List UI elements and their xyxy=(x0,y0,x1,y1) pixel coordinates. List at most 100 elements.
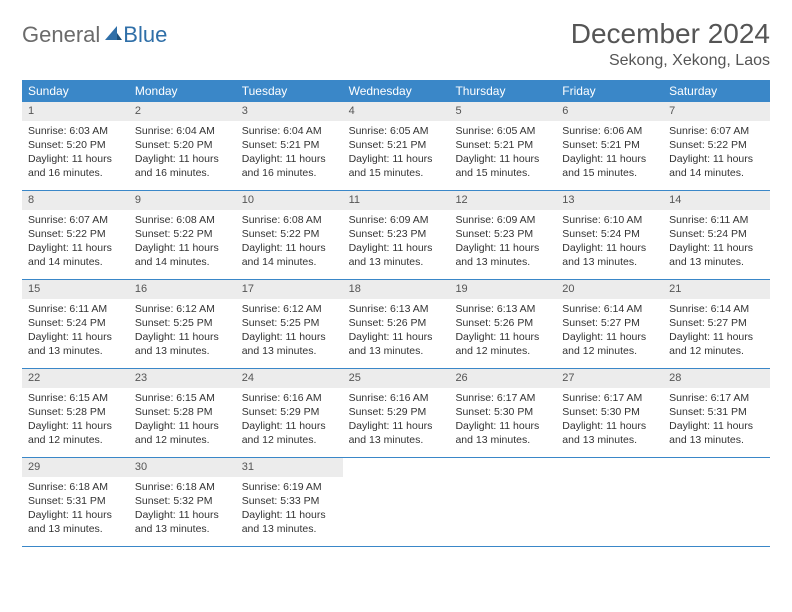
day-number: 14 xyxy=(663,191,770,210)
day-body: Sunrise: 6:16 AMSunset: 5:29 PMDaylight:… xyxy=(236,388,343,454)
day-body: Sunrise: 6:05 AMSunset: 5:21 PMDaylight:… xyxy=(449,121,556,187)
day-number: 25 xyxy=(343,369,450,388)
day-number: 10 xyxy=(236,191,343,210)
sunset-text: Sunset: 5:25 PM xyxy=(242,316,337,330)
daylight-text: Daylight: 11 hours and 12 minutes. xyxy=(28,419,123,447)
daylight-text: Daylight: 11 hours and 13 minutes. xyxy=(455,419,550,447)
day-body: Sunrise: 6:04 AMSunset: 5:21 PMDaylight:… xyxy=(236,121,343,187)
day-cell: 7Sunrise: 6:07 AMSunset: 5:22 PMDaylight… xyxy=(663,102,770,190)
sunrise-text: Sunrise: 6:17 AM xyxy=(669,391,764,405)
day-number: 27 xyxy=(556,369,663,388)
sunset-text: Sunset: 5:22 PM xyxy=(669,138,764,152)
day-cell xyxy=(449,458,556,546)
day-header-wed: Wednesday xyxy=(343,80,450,102)
sunset-text: Sunset: 5:33 PM xyxy=(242,494,337,508)
daylight-text: Daylight: 11 hours and 13 minutes. xyxy=(242,508,337,536)
day-cell: 20Sunrise: 6:14 AMSunset: 5:27 PMDayligh… xyxy=(556,280,663,368)
day-number: 7 xyxy=(663,102,770,121)
sunset-text: Sunset: 5:21 PM xyxy=(455,138,550,152)
day-cell: 26Sunrise: 6:17 AMSunset: 5:30 PMDayligh… xyxy=(449,369,556,457)
day-header-sun: Sunday xyxy=(22,80,129,102)
sunrise-text: Sunrise: 6:12 AM xyxy=(135,302,230,316)
day-number: 31 xyxy=(236,458,343,477)
daylight-text: Daylight: 11 hours and 14 minutes. xyxy=(135,241,230,269)
day-body: Sunrise: 6:09 AMSunset: 5:23 PMDaylight:… xyxy=(343,210,450,276)
sunset-text: Sunset: 5:28 PM xyxy=(135,405,230,419)
day-cell: 18Sunrise: 6:13 AMSunset: 5:26 PMDayligh… xyxy=(343,280,450,368)
day-header-sat: Saturday xyxy=(663,80,770,102)
day-cell: 22Sunrise: 6:15 AMSunset: 5:28 PMDayligh… xyxy=(22,369,129,457)
day-cell: 14Sunrise: 6:11 AMSunset: 5:24 PMDayligh… xyxy=(663,191,770,279)
day-cell: 8Sunrise: 6:07 AMSunset: 5:22 PMDaylight… xyxy=(22,191,129,279)
sunset-text: Sunset: 5:25 PM xyxy=(135,316,230,330)
sunset-text: Sunset: 5:21 PM xyxy=(562,138,657,152)
sunrise-text: Sunrise: 6:16 AM xyxy=(349,391,444,405)
sunrise-text: Sunrise: 6:06 AM xyxy=(562,124,657,138)
day-cell: 2Sunrise: 6:04 AMSunset: 5:20 PMDaylight… xyxy=(129,102,236,190)
sunrise-text: Sunrise: 6:14 AM xyxy=(562,302,657,316)
daylight-text: Daylight: 11 hours and 13 minutes. xyxy=(669,241,764,269)
sunrise-text: Sunrise: 6:03 AM xyxy=(28,124,123,138)
sunrise-text: Sunrise: 6:11 AM xyxy=(669,213,764,227)
day-cell xyxy=(556,458,663,546)
sunset-text: Sunset: 5:24 PM xyxy=(562,227,657,241)
day-body: Sunrise: 6:06 AMSunset: 5:21 PMDaylight:… xyxy=(556,121,663,187)
day-cell: 19Sunrise: 6:13 AMSunset: 5:26 PMDayligh… xyxy=(449,280,556,368)
day-number: 28 xyxy=(663,369,770,388)
sunrise-text: Sunrise: 6:09 AM xyxy=(455,213,550,227)
day-cell: 27Sunrise: 6:17 AMSunset: 5:30 PMDayligh… xyxy=(556,369,663,457)
sunrise-text: Sunrise: 6:05 AM xyxy=(455,124,550,138)
day-number: 30 xyxy=(129,458,236,477)
sunset-text: Sunset: 5:23 PM xyxy=(349,227,444,241)
day-body: Sunrise: 6:08 AMSunset: 5:22 PMDaylight:… xyxy=(236,210,343,276)
day-cell: 13Sunrise: 6:10 AMSunset: 5:24 PMDayligh… xyxy=(556,191,663,279)
logo-text-blue: Blue xyxy=(123,22,167,48)
day-header-tue: Tuesday xyxy=(236,80,343,102)
daylight-text: Daylight: 11 hours and 13 minutes. xyxy=(135,508,230,536)
day-body: Sunrise: 6:17 AMSunset: 5:30 PMDaylight:… xyxy=(556,388,663,454)
day-number: 18 xyxy=(343,280,450,299)
header: General Blue December 2024 Sekong, Xekon… xyxy=(22,18,770,70)
logo-text-general: General xyxy=(22,22,100,48)
day-header-thu: Thursday xyxy=(449,80,556,102)
sunrise-text: Sunrise: 6:07 AM xyxy=(28,213,123,227)
daylight-text: Daylight: 11 hours and 13 minutes. xyxy=(349,419,444,447)
day-number: 15 xyxy=(22,280,129,299)
daylight-text: Daylight: 11 hours and 16 minutes. xyxy=(242,152,337,180)
day-header-fri: Friday xyxy=(556,80,663,102)
daylight-text: Daylight: 11 hours and 14 minutes. xyxy=(669,152,764,180)
day-number: 8 xyxy=(22,191,129,210)
sunset-text: Sunset: 5:27 PM xyxy=(669,316,764,330)
day-number: 5 xyxy=(449,102,556,121)
daylight-text: Daylight: 11 hours and 12 minutes. xyxy=(669,330,764,358)
sunset-text: Sunset: 5:21 PM xyxy=(349,138,444,152)
sunrise-text: Sunrise: 6:04 AM xyxy=(242,124,337,138)
day-cell: 17Sunrise: 6:12 AMSunset: 5:25 PMDayligh… xyxy=(236,280,343,368)
day-cell: 23Sunrise: 6:15 AMSunset: 5:28 PMDayligh… xyxy=(129,369,236,457)
week-row: 22Sunrise: 6:15 AMSunset: 5:28 PMDayligh… xyxy=(22,369,770,458)
daylight-text: Daylight: 11 hours and 13 minutes. xyxy=(28,330,123,358)
daylight-text: Daylight: 11 hours and 12 minutes. xyxy=(455,330,550,358)
day-cell: 29Sunrise: 6:18 AMSunset: 5:31 PMDayligh… xyxy=(22,458,129,546)
day-number: 3 xyxy=(236,102,343,121)
day-cell: 9Sunrise: 6:08 AMSunset: 5:22 PMDaylight… xyxy=(129,191,236,279)
day-cell: 16Sunrise: 6:12 AMSunset: 5:25 PMDayligh… xyxy=(129,280,236,368)
day-cell: 31Sunrise: 6:19 AMSunset: 5:33 PMDayligh… xyxy=(236,458,343,546)
weeks-container: 1Sunrise: 6:03 AMSunset: 5:20 PMDaylight… xyxy=(22,102,770,547)
sunset-text: Sunset: 5:31 PM xyxy=(28,494,123,508)
sunrise-text: Sunrise: 6:08 AM xyxy=(242,213,337,227)
day-number: 16 xyxy=(129,280,236,299)
sunset-text: Sunset: 5:24 PM xyxy=(28,316,123,330)
daylight-text: Daylight: 11 hours and 15 minutes. xyxy=(349,152,444,180)
sunrise-text: Sunrise: 6:10 AM xyxy=(562,213,657,227)
day-body: Sunrise: 6:19 AMSunset: 5:33 PMDaylight:… xyxy=(236,477,343,543)
logo: General Blue xyxy=(22,22,167,48)
daylight-text: Daylight: 11 hours and 13 minutes. xyxy=(669,419,764,447)
day-body: Sunrise: 6:03 AMSunset: 5:20 PMDaylight:… xyxy=(22,121,129,187)
sunset-text: Sunset: 5:22 PM xyxy=(242,227,337,241)
day-cell: 21Sunrise: 6:14 AMSunset: 5:27 PMDayligh… xyxy=(663,280,770,368)
day-body: Sunrise: 6:18 AMSunset: 5:31 PMDaylight:… xyxy=(22,477,129,543)
daylight-text: Daylight: 11 hours and 15 minutes. xyxy=(562,152,657,180)
day-body: Sunrise: 6:15 AMSunset: 5:28 PMDaylight:… xyxy=(129,388,236,454)
day-cell: 5Sunrise: 6:05 AMSunset: 5:21 PMDaylight… xyxy=(449,102,556,190)
